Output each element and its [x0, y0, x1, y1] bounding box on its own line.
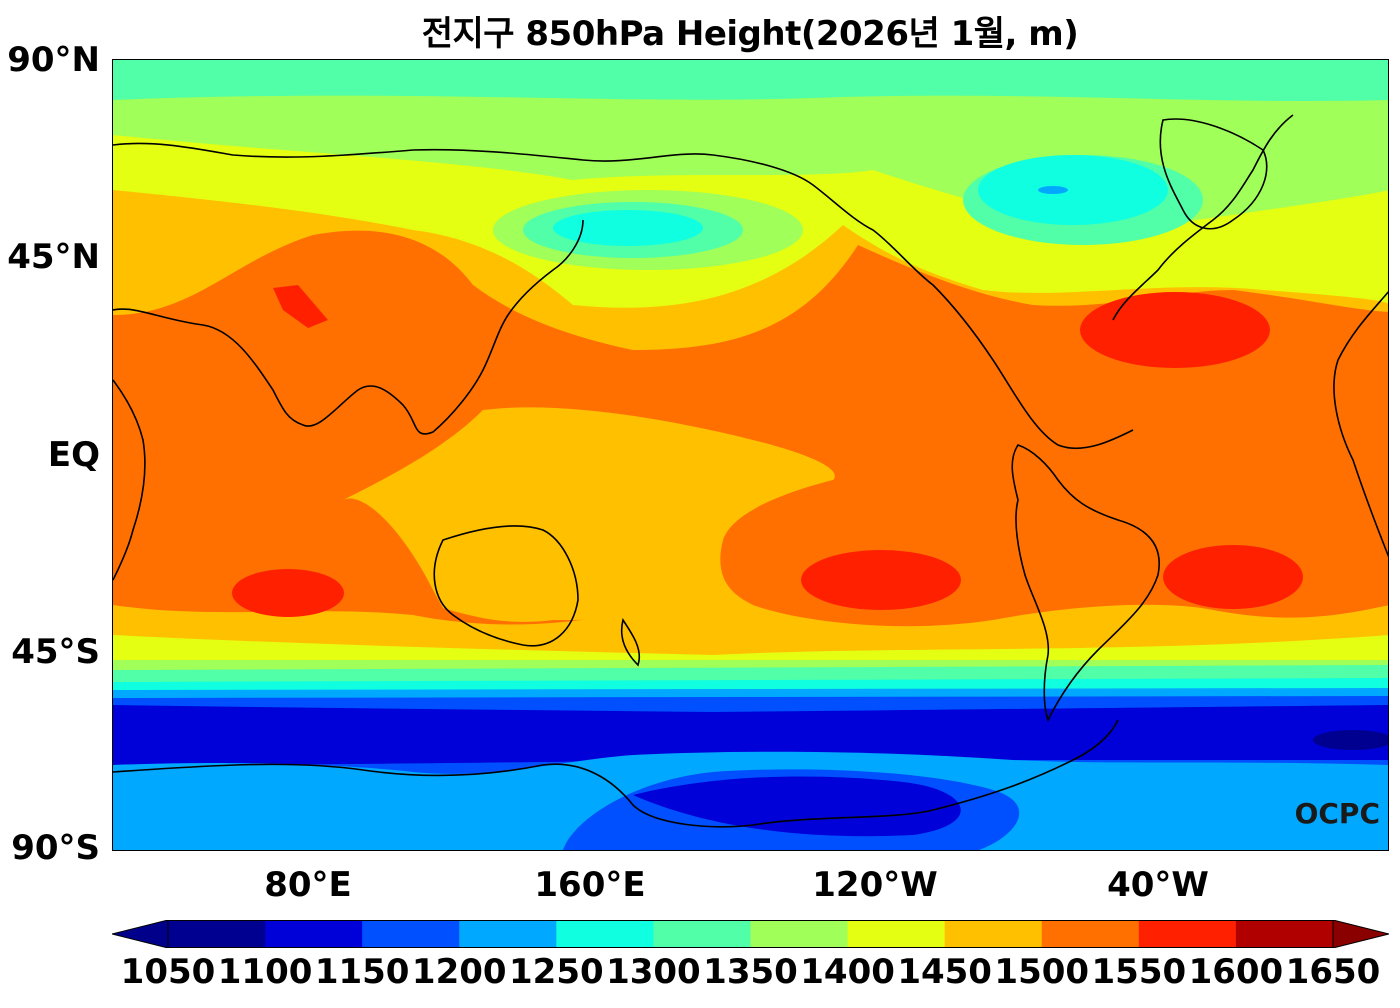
lat-label-90n: 90°N	[7, 40, 100, 80]
coast-north-america-west	[712, 154, 1134, 450]
colorbar-level-label: 1600	[1188, 952, 1284, 992]
lon-label-160e: 160°E	[534, 865, 646, 905]
colorbar-segment	[1041, 920, 1140, 948]
coast-new-zealand	[620, 618, 641, 667]
colorbar-segment	[362, 920, 460, 948]
coast-south-america	[1011, 444, 1160, 723]
field-low-canada-1250	[1038, 186, 1068, 194]
height-field	[113, 60, 1388, 850]
field-high-indian-south	[232, 569, 344, 617]
colorbar-level-label: 1150	[314, 952, 410, 992]
field-high-pacific-south	[801, 550, 961, 610]
lat-label-90s: 90°S	[11, 828, 100, 868]
map-panel: OCPC	[112, 59, 1389, 851]
colorbar-level-label: 1050	[120, 952, 216, 992]
coast-greenland	[1159, 118, 1268, 230]
colorbar-level-label: 1400	[800, 952, 895, 992]
colorbar-segment	[459, 920, 557, 948]
colorbar-segment	[653, 920, 751, 948]
ocpc-watermark: OCPC	[1294, 797, 1380, 830]
colorbar-level-label: 1100	[217, 952, 313, 992]
coast-australia	[433, 525, 579, 647]
map-title: 전지구 850hPa Height(2026년 1월, m)	[421, 14, 1079, 54]
field-low-pacific-1300	[553, 210, 703, 246]
lat-label-eq: EQ	[47, 435, 100, 475]
colorbar-level-label: 1650	[1285, 952, 1381, 992]
colorbar-level-label: 1300	[606, 952, 701, 992]
colorbar-level-label: 1450	[897, 952, 992, 992]
colorbar-segment	[1138, 920, 1237, 948]
coast-antarctica	[113, 719, 1119, 828]
colorbar-level-label: 1200	[411, 952, 507, 992]
colorbar	[112, 920, 1389, 948]
colorbar-segment	[847, 920, 946, 948]
lon-label-80e: 80°E	[264, 865, 352, 905]
coast-africa-east	[113, 379, 146, 581]
colorbar-segment	[1235, 920, 1334, 948]
field-high-atlantic-south	[1163, 545, 1303, 609]
colorbar-level-label: 1250	[509, 952, 604, 992]
colorbar-segment	[750, 920, 849, 948]
colorbar-segment	[265, 920, 363, 948]
colorbar-segment	[556, 920, 654, 948]
field-low-canada-1300	[978, 155, 1168, 225]
colorbar-level-label: 1350	[703, 952, 798, 992]
colorbar-level-label: 1550	[1091, 952, 1187, 992]
field-high-tibet	[273, 285, 328, 328]
colorbar-level-label: 1500	[994, 952, 1090, 992]
field-high-atlantic-north	[1080, 292, 1270, 368]
field-band-1500-pacific	[343, 407, 835, 622]
colorbar-segment	[944, 920, 1043, 948]
coast-africa-west	[1333, 291, 1388, 558]
coast-north-america-east	[1112, 114, 1294, 321]
field-low-south-1100	[1313, 730, 1388, 750]
field-band-1150-south	[113, 705, 1388, 765]
coast-eurasia-south	[113, 219, 584, 435]
field-band-1150-antarctic	[633, 776, 961, 837]
colorbar-segment	[168, 920, 266, 948]
coastlines	[113, 114, 1388, 828]
lat-label-45s: 45°S	[11, 632, 100, 672]
lat-label-45n: 45°N	[7, 237, 100, 277]
lon-label-120w: 120°W	[812, 865, 938, 905]
colorbar-over-arrow	[1332, 920, 1389, 948]
coast-eurasia-arctic	[113, 142, 714, 162]
lon-label-40w: 40°W	[1107, 865, 1209, 905]
colorbar-under-arrow	[112, 920, 169, 948]
field-band-1300-north	[113, 60, 1388, 102]
colorbar-frame	[167, 920, 1334, 948]
